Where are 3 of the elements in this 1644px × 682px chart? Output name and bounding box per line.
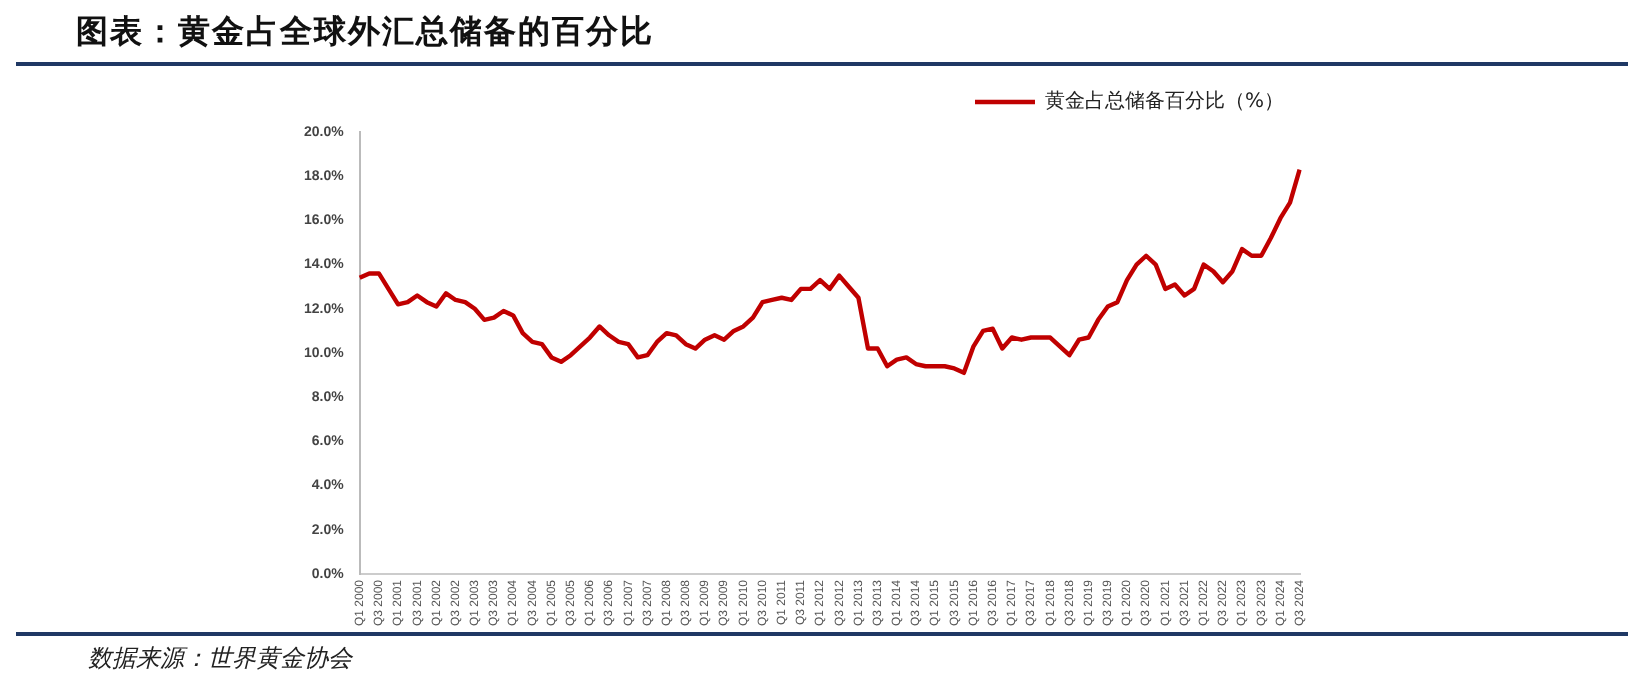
source-note: 数据来源：世界黄金协会 [88,642,352,676]
legend-label: 黄金占总储备百分比（%） [1045,89,1285,114]
chart-title: 图表：黄金占全球外汇总储备的百分比 [76,12,654,54]
